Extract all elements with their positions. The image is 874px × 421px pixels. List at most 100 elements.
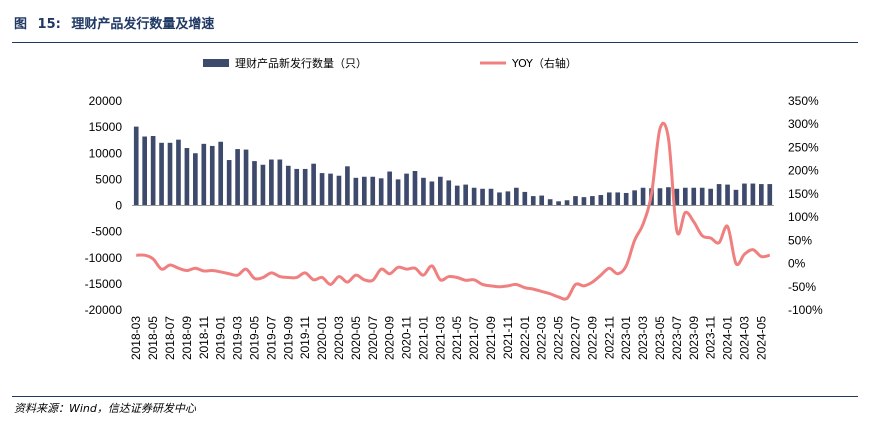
bar-2019-03 xyxy=(235,149,240,206)
bar-2018-07 xyxy=(167,142,173,206)
left-tick-label: 15000 xyxy=(89,120,123,134)
bar-2018-06 xyxy=(159,142,164,206)
bar-2020-10 xyxy=(395,179,401,206)
bar-2020-04 xyxy=(345,166,350,206)
x-tick-label: 2021-09 xyxy=(484,316,498,360)
bar-2021-01 xyxy=(421,177,426,206)
x-axis: 2018-03 2018-05 2018-07 2018-09 2018-11 2019-… xyxy=(129,205,774,360)
bar-2024-01 xyxy=(725,184,730,206)
bar-2019-07 xyxy=(269,159,274,206)
x-tick-label: 2023-07 xyxy=(670,316,684,360)
right-tick-label: 350% xyxy=(788,94,819,108)
x-tick-label: 2023-09 xyxy=(687,316,701,360)
bar-2024-05 xyxy=(759,184,764,206)
bar-2022-06 xyxy=(564,200,570,206)
x-tick-label: 2022-11 xyxy=(602,316,616,359)
x-tick-label: 2019-01 xyxy=(214,316,228,360)
bar-2022-09 xyxy=(590,196,595,206)
legend-label-bar: 理财产品新发行数量（只） xyxy=(235,56,367,70)
bar-2021-03 xyxy=(438,176,443,206)
right-tick-label: -50% xyxy=(788,280,816,294)
bar-2022-12 xyxy=(615,192,621,206)
bar-2019-08 xyxy=(277,159,283,206)
bar-2020-05 xyxy=(353,177,359,206)
right-tick-label: 150% xyxy=(788,187,819,201)
bar-2020-08 xyxy=(378,178,384,206)
right-tick-label: 100% xyxy=(788,210,819,224)
bar-2023-11 xyxy=(708,188,713,206)
left-axis: 20000 15000 10000 5000 0 -5000 -10000 -15000 -20… xyxy=(85,94,123,317)
bar-2021-10 xyxy=(497,192,502,206)
x-tick-label: 2022-07 xyxy=(568,316,582,360)
x-tick-label: 2024-03 xyxy=(737,316,751,360)
x-tick-label: 2019-11 xyxy=(298,316,312,359)
left-tick-label: -10000 xyxy=(85,251,123,265)
x-tick-label: 2020-01 xyxy=(315,316,329,360)
bar-2021-11 xyxy=(505,191,511,206)
left-tick-label: -5000 xyxy=(91,225,122,239)
bar-2023-02 xyxy=(632,190,637,206)
bar-2023-06 xyxy=(666,187,671,206)
bar-2018-05 xyxy=(150,136,156,206)
bar-2018-11 xyxy=(201,143,207,206)
bar-2021-12 xyxy=(514,187,519,206)
figure-number: 15: xyxy=(37,17,61,32)
x-tick-label: 2023-03 xyxy=(636,316,650,360)
bar-2022-03 xyxy=(539,195,545,206)
left-tick-label: 10000 xyxy=(89,146,123,160)
x-tick-label: 2021-01 xyxy=(416,316,430,360)
right-tick-label: 250% xyxy=(788,140,819,154)
figure-title-text: 理财产品发行数量及增速 xyxy=(71,17,215,32)
right-tick-label: -100% xyxy=(788,303,823,317)
bar-2021-07 xyxy=(471,187,477,206)
bar-2023-10 xyxy=(699,187,705,206)
x-tick-label: 2019-07 xyxy=(264,316,278,360)
bar-2019-06 xyxy=(260,164,266,206)
bar-2020-02 xyxy=(328,173,333,206)
bar-2023-01 xyxy=(623,192,629,206)
right-tick-label: 0% xyxy=(788,257,806,271)
x-tick-label: 2021-03 xyxy=(433,316,447,360)
bar-2023-09 xyxy=(691,187,697,206)
bar-2023-03 xyxy=(640,187,646,206)
bar-2020-01 xyxy=(319,173,325,206)
bar-2021-04 xyxy=(446,180,452,206)
x-tick-label: 2020-09 xyxy=(383,316,397,360)
x-tick-label: 2020-11 xyxy=(400,316,414,359)
bar-2018-09 xyxy=(184,148,190,206)
figure-title: 图 15: 理财产品发行数量及增速 xyxy=(14,13,220,32)
x-tick-label: 2022-05 xyxy=(552,316,566,360)
right-tick-label: 300% xyxy=(788,117,819,131)
x-tick-label: 2020-05 xyxy=(349,316,363,360)
bar-2022-10 xyxy=(598,195,604,206)
x-tick-label: 2018-07 xyxy=(163,316,177,360)
x-tick-label: 2018-11 xyxy=(197,316,211,359)
left-tick-label: 5000 xyxy=(95,172,122,186)
x-tick-label: 2023-01 xyxy=(619,316,633,360)
bar-2019-05 xyxy=(252,161,257,206)
right-tick-label: 200% xyxy=(788,164,819,178)
figure-label: 图 xyxy=(14,17,28,32)
bar-2022-07 xyxy=(573,196,578,206)
right-tick-label: 50% xyxy=(788,233,812,247)
x-tick-label: 2021-05 xyxy=(450,316,464,360)
x-tick-label: 2022-03 xyxy=(535,316,549,360)
x-tick-label: 2020-03 xyxy=(332,316,346,360)
right-axis: 350% 300% 250% 200% 150% 100% 50% 0% -50% -100% xyxy=(788,94,823,317)
bar-2019-10 xyxy=(294,168,300,206)
bar-2022-11 xyxy=(606,192,612,206)
bar-2023-07 xyxy=(674,188,680,206)
legend: 理财产品新发行数量（只） YOY（右轴） xyxy=(203,56,577,70)
bar-2022-04 xyxy=(547,199,553,206)
x-tick-label: 2018-05 xyxy=(146,316,160,360)
bottom-rule xyxy=(12,396,858,397)
x-tick-label: 2019-03 xyxy=(231,316,245,360)
bar-series xyxy=(133,126,773,206)
bar-2018-08 xyxy=(176,139,181,206)
top-rule xyxy=(12,42,858,43)
bar-2021-06 xyxy=(463,184,468,206)
x-tick-label: 2020-07 xyxy=(366,316,380,360)
bar-2022-01 xyxy=(522,191,528,206)
x-tick-label: 2023-11 xyxy=(704,316,718,359)
